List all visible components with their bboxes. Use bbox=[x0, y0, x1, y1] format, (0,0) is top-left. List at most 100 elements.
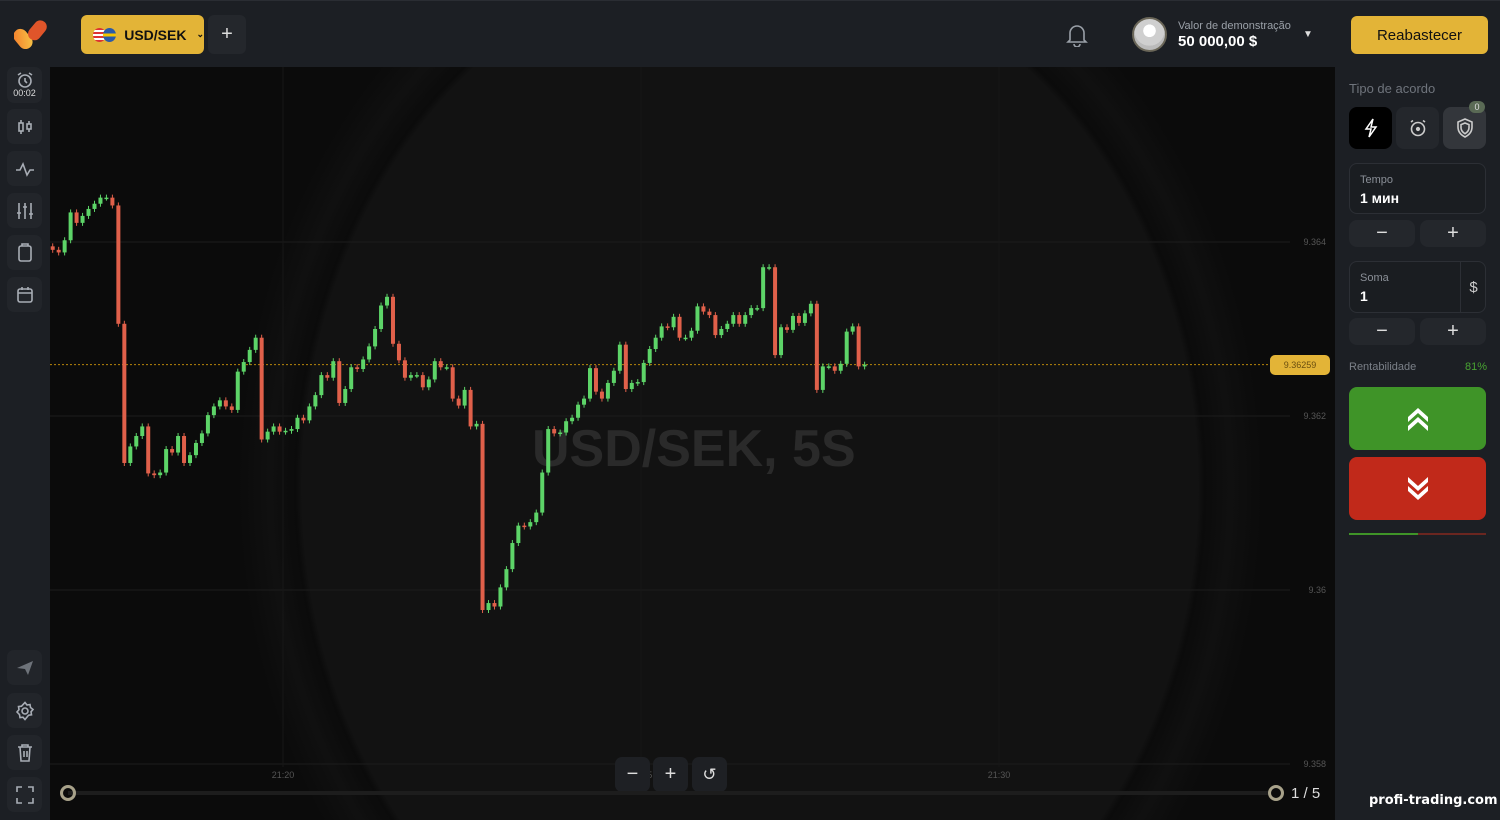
indicators-button[interactable] bbox=[7, 151, 42, 186]
candle-up bbox=[534, 512, 539, 523]
clipboard-icon bbox=[17, 242, 32, 262]
candle-up bbox=[140, 426, 145, 437]
scroll-start-handle[interactable] bbox=[60, 785, 76, 801]
chart-type-button[interactable] bbox=[7, 109, 42, 144]
candle-up bbox=[570, 417, 575, 422]
timer-button[interactable]: 00:02 bbox=[7, 67, 42, 103]
candle-up bbox=[689, 330, 694, 338]
instant-deal-button[interactable] bbox=[1349, 107, 1392, 149]
candle-down bbox=[832, 366, 837, 371]
candle-up bbox=[164, 449, 169, 473]
candle-up bbox=[564, 421, 569, 433]
buy-up-button[interactable] bbox=[1349, 387, 1486, 450]
candle-up bbox=[659, 326, 664, 338]
candle-down bbox=[277, 426, 282, 432]
price-chart[interactable]: USD/SEK, 5S 9.3649.3629.369.35821:2021:2… bbox=[50, 67, 1335, 820]
telegram-button[interactable] bbox=[7, 650, 42, 685]
candle-down bbox=[677, 316, 682, 338]
candle-down bbox=[456, 398, 461, 406]
calendar-button[interactable] bbox=[7, 277, 42, 312]
candle-up bbox=[134, 436, 139, 447]
candle-down bbox=[74, 212, 79, 223]
candle-up bbox=[176, 436, 181, 453]
currency-toggle[interactable]: $ bbox=[1460, 262, 1486, 312]
send-icon bbox=[16, 660, 33, 675]
candle-up bbox=[211, 406, 216, 416]
timed-deal-button[interactable] bbox=[1396, 107, 1439, 149]
refill-button[interactable]: Reabastecer bbox=[1351, 16, 1488, 54]
candle-up bbox=[343, 389, 348, 403]
bell-icon[interactable] bbox=[1066, 23, 1088, 47]
candle-up bbox=[373, 329, 378, 347]
sell-down-button[interactable] bbox=[1349, 457, 1486, 520]
candle-up bbox=[725, 323, 730, 329]
left-toolbar: 00:02 bbox=[0, 67, 50, 820]
candle-up bbox=[193, 442, 198, 456]
timeline-scrollbar[interactable] bbox=[68, 791, 1268, 795]
delete-button[interactable] bbox=[7, 735, 42, 770]
candle-down bbox=[146, 426, 151, 474]
chart-watermark: USD/SEK, 5S bbox=[532, 420, 856, 478]
fullscreen-button[interactable] bbox=[7, 777, 42, 812]
candle-up bbox=[671, 316, 676, 328]
trades-button[interactable] bbox=[7, 235, 42, 270]
candle-up bbox=[749, 308, 754, 316]
candle-up bbox=[546, 429, 551, 473]
lightning-icon bbox=[1364, 118, 1377, 138]
candle-up bbox=[307, 406, 312, 421]
candle-up bbox=[217, 400, 222, 407]
brand-logo[interactable] bbox=[14, 19, 50, 49]
candle-up bbox=[253, 337, 258, 350]
settings-button[interactable] bbox=[7, 693, 42, 728]
candle-up bbox=[802, 313, 807, 323]
candle-down bbox=[182, 436, 187, 463]
candle-up bbox=[743, 315, 748, 324]
candle-down bbox=[259, 337, 264, 440]
candle-up bbox=[474, 423, 479, 427]
amount-increase-button[interactable]: + bbox=[1420, 318, 1486, 345]
amount-decrease-button[interactable]: − bbox=[1349, 318, 1415, 345]
caret-down-icon[interactable]: ▼ bbox=[1303, 29, 1313, 40]
candle-up bbox=[68, 212, 73, 241]
profit-label: Rentabilidade bbox=[1349, 361, 1417, 373]
settings-sliders-button[interactable] bbox=[7, 193, 42, 228]
zoom-in-button[interactable]: + bbox=[653, 757, 688, 792]
asset-selector[interactable]: USD/SEK ⌄ bbox=[81, 15, 204, 54]
account-balance[interactable]: 50 000,00 $ bbox=[1178, 33, 1258, 50]
candle-down bbox=[450, 367, 455, 399]
candle-up bbox=[295, 417, 300, 430]
insurance-deal-button[interactable] bbox=[1443, 107, 1486, 149]
amount-field[interactable]: Soma 1 $ bbox=[1349, 261, 1486, 313]
candle-down bbox=[337, 361, 342, 403]
candle-down bbox=[301, 417, 306, 421]
candle-up bbox=[605, 382, 610, 399]
time-field[interactable]: Tempo 1 мин bbox=[1349, 163, 1486, 214]
candle-up bbox=[647, 349, 652, 363]
zoom-out-button[interactable]: − bbox=[615, 757, 650, 792]
time-increase-button[interactable]: + bbox=[1420, 220, 1486, 247]
scroll-end-handle[interactable] bbox=[1268, 785, 1284, 801]
candle-up bbox=[504, 569, 509, 588]
candle-up bbox=[516, 525, 521, 544]
avatar[interactable] bbox=[1132, 17, 1167, 52]
candle-down bbox=[420, 375, 425, 388]
candle-up bbox=[385, 296, 390, 306]
reset-zoom-button[interactable]: ↺ bbox=[692, 757, 727, 792]
candle-down bbox=[814, 303, 819, 390]
time-decrease-button[interactable]: − bbox=[1349, 220, 1415, 247]
double-chevron-down-icon bbox=[1407, 476, 1428, 500]
add-asset-button[interactable]: + bbox=[208, 15, 246, 54]
site-watermark: profi-trading.com bbox=[1369, 793, 1498, 808]
candle-up bbox=[790, 315, 795, 330]
candle-up bbox=[588, 368, 592, 399]
candle-up bbox=[850, 326, 855, 332]
candle-up bbox=[755, 308, 760, 310]
candle-up bbox=[582, 398, 587, 405]
candle-up bbox=[265, 431, 270, 440]
candle-up bbox=[844, 331, 849, 364]
candle-up bbox=[486, 603, 491, 611]
candle-down bbox=[468, 389, 473, 427]
candle-up bbox=[695, 306, 700, 331]
candle-down bbox=[56, 249, 61, 253]
double-chevron-up-icon bbox=[1407, 407, 1428, 431]
